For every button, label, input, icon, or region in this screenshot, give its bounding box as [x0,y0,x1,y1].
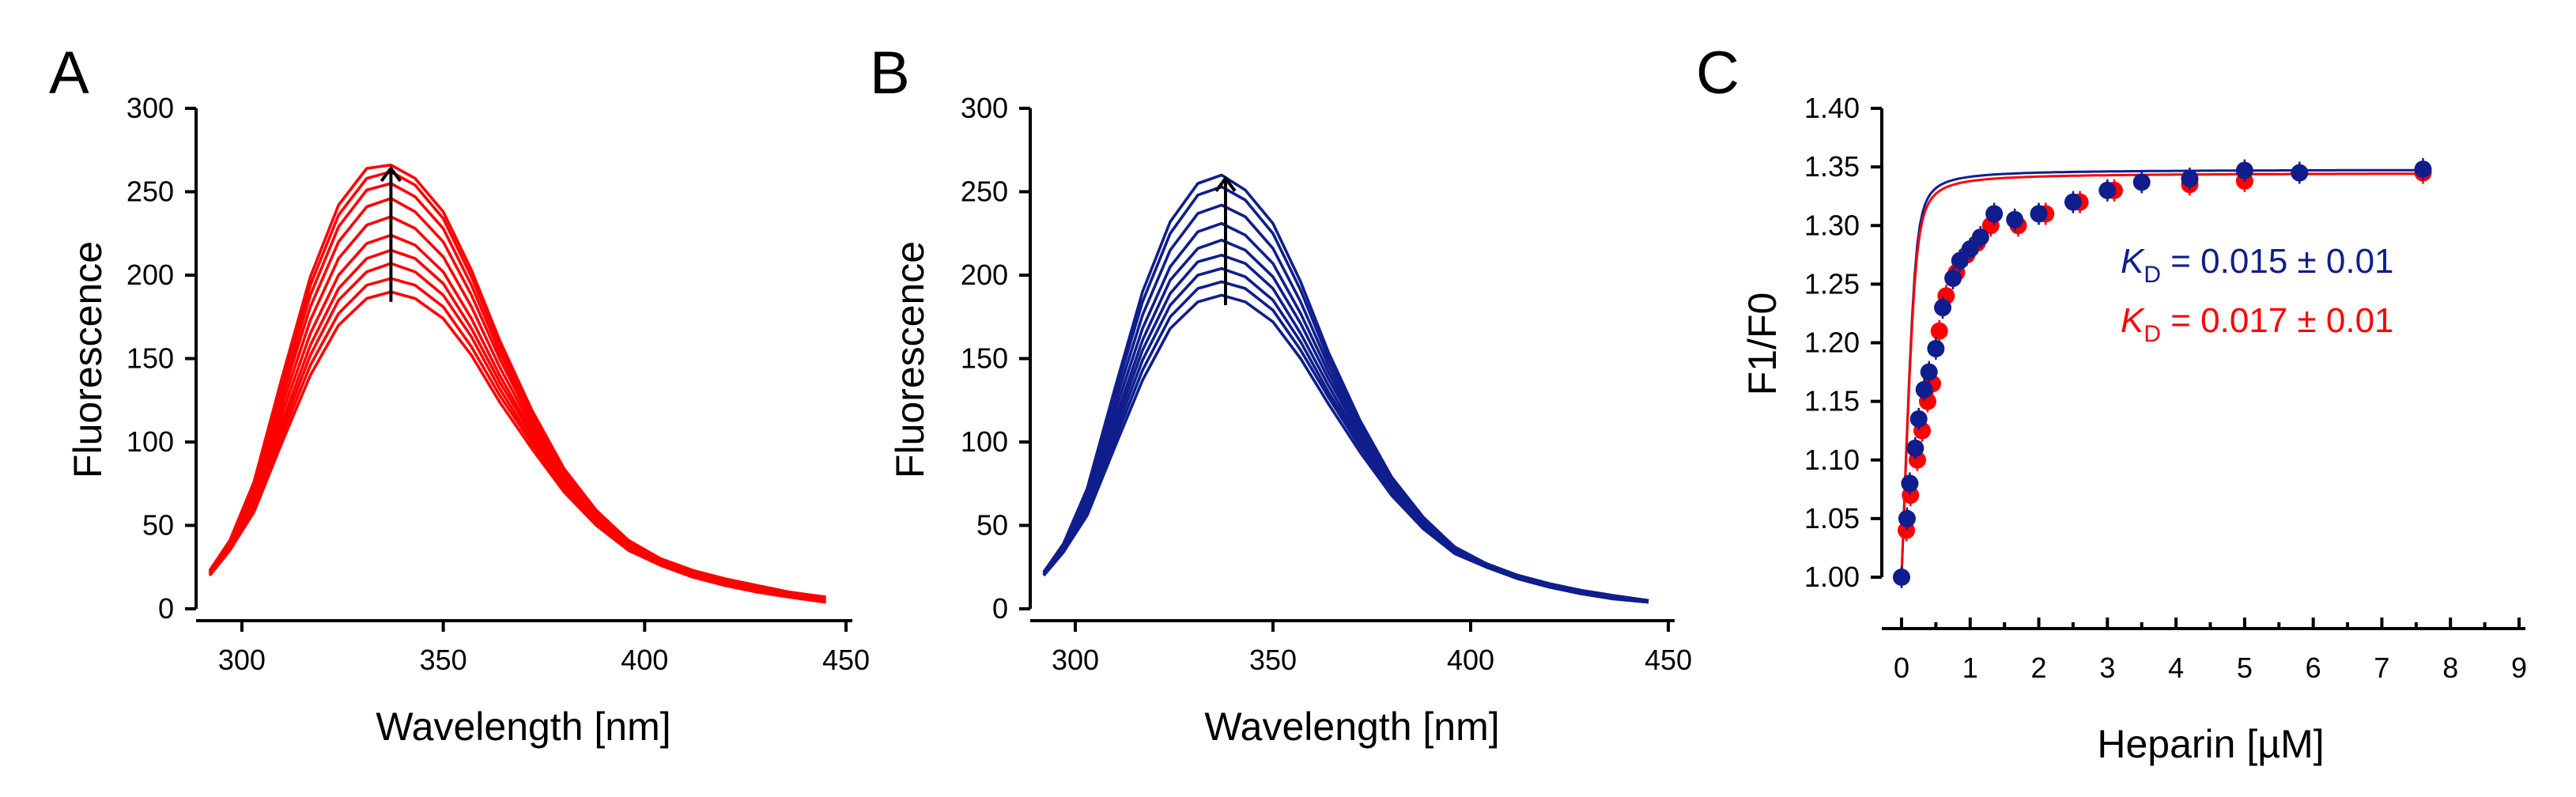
x-tick-label: 1 [1962,652,1978,684]
y-tick-label: 100 [961,425,1008,458]
x-tick-label: 3 [2099,652,2115,684]
data-point-blue [1951,251,1969,270]
data-point-blue [1898,509,1916,527]
y-tick-label: 300 [961,92,1008,124]
x-tick-label: 400 [621,644,668,676]
data-point-blue [2181,169,2199,187]
x-tick-label: 350 [1249,644,1297,676]
x-tick-label: 300 [218,644,266,676]
y-tick-label: 250 [127,176,174,208]
kd-symbol: K [2121,242,2145,281]
kd-label-red: KD = 0.017 ± 0.01 [2121,301,2394,347]
arrow-head [1214,176,1237,192]
panel-a: A 0 50 100 150 200 250 300 300 350 400 450 Fluoresce… [49,40,870,749]
kd-subscript: D [2144,262,2161,288]
series-line-trace-10 [208,163,826,599]
y-tick-label: 250 [961,176,1008,208]
x-tick-label: 6 [2306,652,2321,684]
y-tick-label: 50 [142,509,174,542]
kd-symbol: K [2121,301,2145,340]
x-tick-label: 8 [2442,652,2458,684]
y-tick-label: 200 [127,259,174,291]
x-tick-label: 0 [1894,652,1909,684]
y-tick-label: 1.00 [1804,561,1860,593]
series-line-trace-4 [1042,253,1649,602]
data-point-blue [1985,205,2004,223]
data-point-red [1930,322,1948,340]
data-point-blue [2132,173,2151,191]
data-point-blue [1909,410,1928,428]
y-tick-label: 1.25 [1804,267,1860,300]
data-point-blue [1906,439,1924,457]
arrow-head [380,165,402,183]
y-axis-title: F1/F0 [1740,293,1785,396]
fit-curve-red [1900,172,2423,578]
series-line-trace-3 [1042,266,1649,604]
data-point-blue [1893,568,1910,586]
x-tick-label: 450 [1645,644,1692,676]
x-tick-label: 350 [420,644,467,676]
x-axis-title: Wavelength [nm] [376,704,670,749]
data-point-blue [1920,363,1938,381]
x-tick-label: 5 [2237,652,2253,684]
kd-value: = 0.015 ± 0.01 [2161,242,2394,281]
panel-letter: C [1696,40,1739,107]
y-axis-title: Fluorescence [888,241,932,478]
y-tick-label: 0 [158,592,174,625]
data-point-blue [1961,240,1979,258]
panel-letter: B [870,40,910,107]
panel-b: B 0 50 100 150 200 250 300 300 350 400 450 Fluoresce… [870,40,1692,749]
y-tick-label: 1.10 [1804,444,1860,476]
kd-subscript: D [2144,321,2161,347]
y-tick-label: 100 [127,425,174,458]
panel-c: C 1.00 1.05 1.10 1.15 1.20 1.25 1.30 1.35 1.40 0 1 2… [1696,40,2527,766]
data-point-blue [2414,161,2432,179]
fit-curve-blue [1900,168,2423,578]
y-tick-label: 1.05 [1804,502,1860,534]
y-tick-label: 150 [961,342,1008,375]
panel-letter: A [49,40,89,107]
y-tick-label: 50 [976,509,1008,542]
x-tick-label: 4 [2168,652,2184,684]
x-tick-label: 450 [822,644,870,676]
y-tick-label: 150 [127,342,174,375]
y-tick-label: 1.35 [1804,150,1860,183]
x-tick-label: 400 [1447,644,1494,676]
x-tick-label: 2 [2031,652,2047,684]
data-point-blue [2098,181,2117,199]
kd-label-blue: KD = 0.015 ± 0.01 [2121,242,2394,288]
y-tick-label: 1.30 [1804,209,1860,241]
x-axis-title: Heparin [µM] [2097,722,2324,766]
data-point-blue [1934,299,1952,317]
series-line-trace-2 [208,277,826,604]
y-tick-label: 300 [127,92,174,124]
series-line-trace-6 [1042,221,1649,602]
data-point-blue [2030,205,2048,223]
y-axis-title: Fluorescence [66,241,110,478]
data-point-blue [2235,161,2253,179]
data-point-blue [1901,474,1919,493]
data-point-blue [1971,229,1989,247]
data-point-blue [1915,380,1933,398]
x-tick-label: 7 [2374,652,2389,684]
y-tick-label: 200 [961,259,1008,291]
y-tick-label: 0 [992,592,1008,625]
y-tick-label: 1.40 [1804,92,1860,124]
data-point-blue [2064,193,2082,211]
series-line-trace-1 [208,290,826,604]
x-tick-label: 9 [2511,652,2527,684]
x-axis-title: Wavelength [nm] [1204,704,1499,749]
data-point-blue [1944,269,1962,287]
data-point-blue [1927,339,1945,357]
data-point-blue [2291,164,2309,182]
data-point-blue [2006,210,2024,229]
x-tick-label: 300 [1052,644,1099,676]
kd-value: = 0.017 ± 0.01 [2161,301,2394,340]
y-tick-label: 1.20 [1804,327,1860,359]
series-line-trace-9 [1042,173,1649,602]
y-tick-label: 1.15 [1804,385,1860,417]
